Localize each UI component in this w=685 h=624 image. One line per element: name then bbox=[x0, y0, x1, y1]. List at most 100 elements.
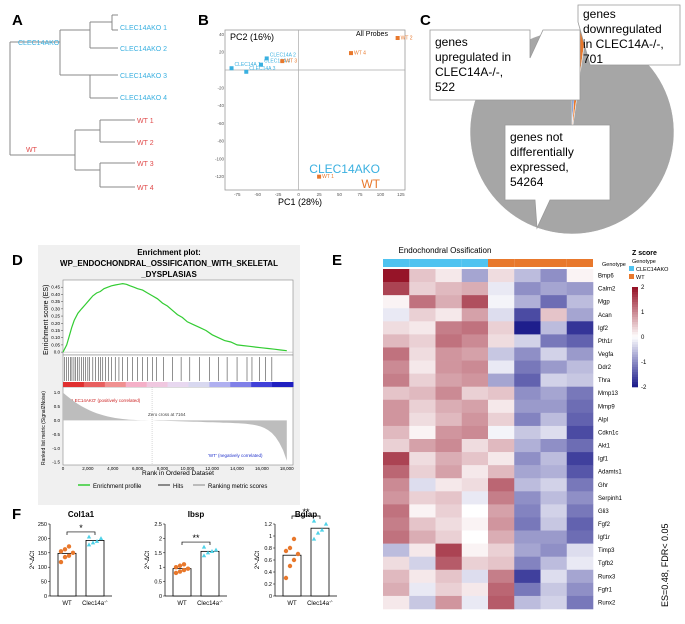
es-ytick: 0.35 bbox=[51, 299, 60, 304]
heatmap-cell bbox=[409, 347, 436, 361]
heatmap-cell bbox=[514, 491, 541, 505]
pca-point-label: CLEC14A 3 bbox=[249, 66, 275, 72]
heatmap-cell bbox=[566, 282, 594, 296]
colorbar-segment bbox=[632, 367, 638, 370]
neg-corr-label: 'WT' (negatively correlated) bbox=[208, 453, 263, 458]
heatmap-cell bbox=[566, 543, 594, 557]
heatmap-cell bbox=[409, 386, 436, 401]
heatmap-cell bbox=[435, 425, 463, 440]
heatmap-cell bbox=[540, 282, 568, 296]
heatmap-cell bbox=[383, 373, 410, 387]
heatmap-cell bbox=[566, 347, 594, 361]
metric-ytick: -0.5 bbox=[52, 432, 60, 437]
heatmap-cell bbox=[566, 595, 594, 610]
heatmap-cell bbox=[461, 504, 489, 518]
bar-xtick: Clec14a-/- bbox=[307, 599, 333, 608]
colorbar-tick: 2 bbox=[641, 285, 645, 291]
pca-point-label: WT 2 bbox=[401, 36, 413, 42]
colorbar-segment bbox=[632, 342, 638, 345]
heatmap-row-label: Alpl bbox=[598, 417, 608, 423]
colorbar-tick: 0 bbox=[641, 335, 645, 341]
heatmap-cell bbox=[540, 556, 568, 571]
colorbar-segment bbox=[632, 347, 638, 350]
heatmap-cell bbox=[435, 334, 463, 348]
heatmap-cell bbox=[514, 425, 541, 440]
heatmap-cell bbox=[435, 556, 463, 571]
bar-data-point bbox=[201, 544, 207, 549]
heatmap-cell bbox=[514, 321, 541, 335]
zero-cross-label: Zero cross at 7164 bbox=[148, 412, 186, 417]
bar-data-point bbox=[295, 551, 301, 557]
gsea-xtick: 6,000 bbox=[132, 466, 144, 471]
heatmap-cell bbox=[488, 308, 515, 322]
heatmap-cell bbox=[461, 347, 489, 361]
bar-data-point bbox=[201, 553, 207, 558]
pca-xtick: -50 bbox=[254, 192, 261, 197]
heatmap-cell bbox=[383, 556, 410, 571]
heatmap-cell bbox=[488, 399, 515, 414]
leaf-label: WT 2 bbox=[137, 140, 154, 147]
heatmap-title: Endochondral Ossification bbox=[399, 246, 492, 255]
heatmap-cell bbox=[383, 269, 410, 283]
panel-label-b: B bbox=[198, 12, 209, 29]
heatmap-cell bbox=[566, 360, 594, 374]
heatmap-row-label: Mmp9 bbox=[598, 404, 615, 410]
pca-point-label: WT 1 bbox=[322, 174, 334, 180]
heatmap-cell bbox=[383, 334, 410, 348]
heatmap-cell bbox=[383, 308, 410, 322]
genotype-row-label: Genotype bbox=[602, 262, 626, 268]
callout-none-text: expressed, bbox=[510, 160, 569, 174]
colorbar-segment bbox=[632, 289, 638, 293]
es-ylabel: Enrichment score (ES) bbox=[43, 285, 50, 355]
bar-data-point bbox=[86, 542, 92, 547]
bar-data-point bbox=[311, 518, 317, 523]
pca-ytick: -120 bbox=[215, 174, 225, 179]
panel-label-e: E bbox=[332, 252, 343, 269]
callout-down: genes downregulated in CLEC14A-/-, 701 bbox=[577, 4, 681, 66]
heatmap-cell bbox=[409, 530, 436, 544]
heatmap-cell bbox=[383, 504, 410, 518]
heatmap-cell bbox=[488, 295, 515, 309]
heatmap-cell bbox=[540, 295, 568, 309]
heatmap-row-label: Calm2 bbox=[598, 287, 616, 293]
colorbar-segment bbox=[632, 312, 638, 315]
pca-point bbox=[317, 174, 322, 179]
heatmap-cell bbox=[383, 569, 410, 584]
heatmap-cell bbox=[514, 530, 541, 544]
pca-point-label: CLEC14A 1 bbox=[235, 62, 261, 68]
heatmap-cell bbox=[540, 412, 568, 427]
pca-xtick: 100 bbox=[377, 192, 385, 197]
heatmap-cell bbox=[540, 517, 568, 531]
heatmap-cell bbox=[566, 412, 594, 427]
heatmap-cell bbox=[435, 412, 463, 427]
gsea-legend: Enrichment profile Hits Ranking metric s… bbox=[78, 484, 267, 490]
pca-ytick: 40 bbox=[219, 32, 225, 37]
colorbar-segment bbox=[632, 294, 638, 298]
pca-point-label: CLEC14A 2 bbox=[270, 52, 296, 58]
colorbar-segment bbox=[632, 372, 638, 375]
heatmap-cell bbox=[488, 582, 515, 597]
legend-genotype-wt: WT bbox=[636, 275, 645, 281]
heatmap-cell bbox=[566, 399, 594, 414]
bar-data-point bbox=[181, 562, 187, 567]
heatmap-cell bbox=[488, 412, 515, 427]
heatmap-cell bbox=[566, 269, 594, 283]
colorbar-segment bbox=[632, 324, 638, 328]
callout-none-text: genes not bbox=[510, 130, 563, 144]
heatmap-cell bbox=[514, 478, 541, 492]
gsea-xtick: 0 bbox=[62, 466, 65, 471]
heatmap-cell bbox=[566, 491, 594, 505]
bar-xtick: Clec14a-/- bbox=[82, 599, 108, 608]
heatmap-cell bbox=[488, 347, 515, 361]
rank-gradient-segment bbox=[167, 382, 189, 387]
heatmap-cell bbox=[383, 321, 410, 335]
genotype-bar-cell bbox=[461, 259, 488, 267]
heatmap-cell bbox=[514, 308, 541, 322]
heatmap-cell bbox=[488, 282, 515, 296]
heatmap-cell bbox=[461, 373, 489, 387]
heatmap-row-label: Fgf2 bbox=[598, 522, 611, 528]
heatmap-cell bbox=[488, 321, 515, 335]
es-ytick: 0.0 bbox=[54, 350, 61, 355]
heatmap-cell bbox=[514, 412, 541, 427]
